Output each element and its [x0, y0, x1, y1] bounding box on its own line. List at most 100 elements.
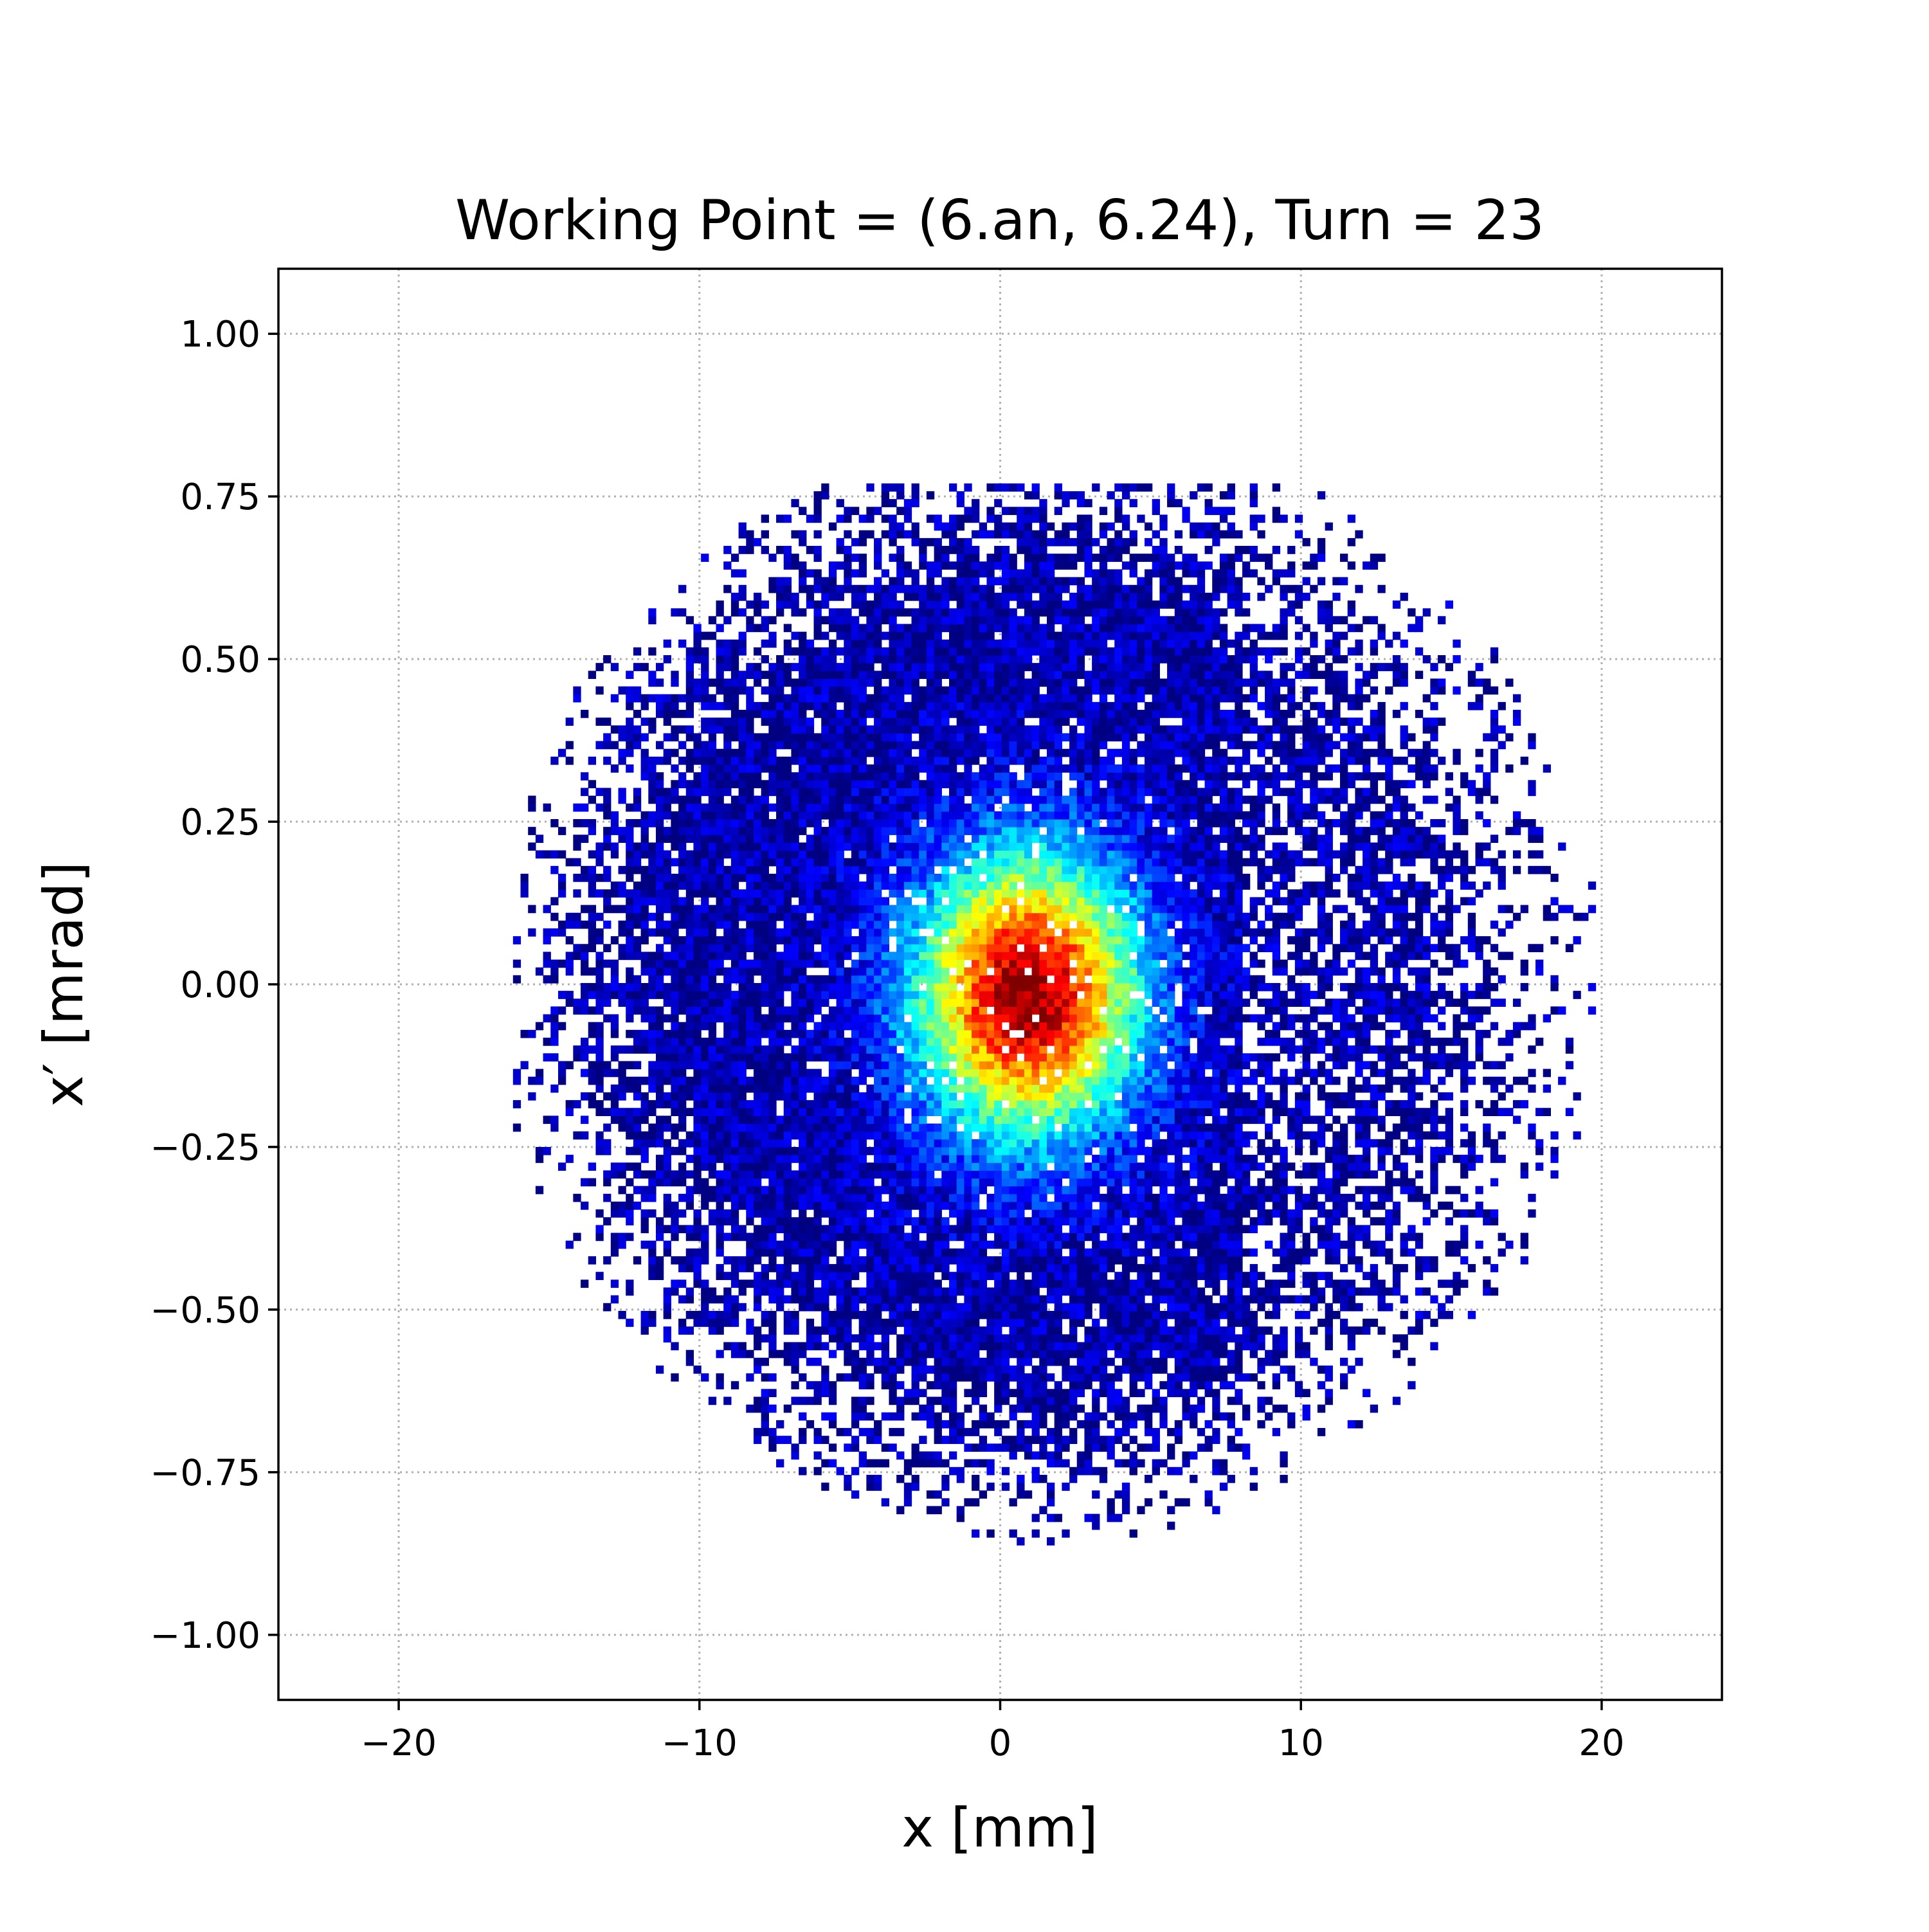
heatmap-cell — [731, 1296, 739, 1304]
heatmap-cell — [791, 702, 799, 710]
heatmap-cell — [919, 546, 927, 554]
heatmap-cell — [889, 1115, 896, 1124]
heatmap-cell — [799, 804, 806, 812]
heatmap-cell — [896, 1069, 904, 1078]
heatmap-cell — [739, 1092, 747, 1101]
heatmap-cell — [927, 757, 934, 765]
heatmap-cell — [761, 600, 769, 609]
heatmap-cell — [814, 1428, 822, 1436]
heatmap-cell — [573, 819, 581, 827]
heatmap-cell — [941, 1108, 949, 1116]
heatmap-cell — [664, 1100, 671, 1108]
heatmap-cell — [912, 1350, 919, 1359]
heatmap-cell — [664, 835, 671, 843]
heatmap-cell — [768, 1061, 776, 1069]
heatmap-cell — [693, 647, 701, 656]
heatmap-cell — [851, 1413, 859, 1421]
heatmap-cell — [573, 694, 581, 703]
heatmap-cell — [588, 944, 596, 952]
heatmap-cell — [896, 640, 904, 648]
heatmap-cell — [626, 741, 633, 750]
heatmap-cell — [904, 1100, 912, 1108]
heatmap-cell — [986, 983, 994, 991]
heatmap-cell — [821, 1342, 829, 1351]
heatmap-cell — [949, 1279, 957, 1288]
heatmap-cell — [882, 1279, 889, 1288]
heatmap-cell — [912, 1186, 919, 1195]
heatmap-cell — [941, 874, 949, 882]
heatmap-cell — [927, 889, 934, 898]
heatmap-cell — [754, 600, 761, 609]
heatmap-cell — [754, 991, 761, 999]
heatmap-cell — [821, 1139, 829, 1148]
heatmap-cell — [641, 1115, 649, 1124]
heatmap-cell — [814, 702, 822, 710]
heatmap-cell — [851, 1085, 859, 1093]
heatmap-cell — [821, 1092, 829, 1101]
heatmap-cell — [566, 952, 574, 960]
heatmap-cell — [896, 1233, 904, 1241]
heatmap-cell — [851, 1108, 859, 1116]
heatmap-cell — [964, 811, 972, 820]
heatmap-cell — [746, 600, 754, 609]
heatmap-cell — [814, 960, 822, 968]
heatmap-cell — [986, 1202, 994, 1210]
heatmap-cell — [791, 1170, 799, 1178]
heatmap-cell — [964, 1459, 972, 1468]
heatmap-cell — [746, 733, 754, 741]
heatmap-cell — [851, 1241, 859, 1249]
heatmap-cell — [896, 1038, 904, 1046]
heatmap-cell — [837, 671, 844, 679]
heatmap-cell — [716, 1124, 724, 1132]
heatmap-cell — [619, 944, 626, 952]
heatmap-cell — [986, 1334, 994, 1342]
heatmap-cell — [731, 952, 739, 960]
heatmap-cell — [941, 1459, 949, 1468]
heatmap-cell — [986, 1030, 994, 1038]
heatmap-cell — [837, 1264, 844, 1272]
heatmap-cell — [806, 975, 814, 984]
heatmap-cell — [904, 1288, 912, 1296]
heatmap-cell — [844, 827, 851, 835]
heatmap-cell — [776, 889, 784, 898]
heatmap-cell — [595, 1225, 603, 1233]
heatmap-cell — [626, 725, 633, 734]
heatmap-cell — [588, 1178, 596, 1187]
heatmap-cell — [874, 1217, 882, 1225]
heatmap-cell — [979, 1249, 987, 1257]
heatmap-cell — [844, 663, 851, 671]
heatmap-cell — [949, 1085, 957, 1093]
heatmap-cell — [626, 1279, 633, 1288]
heatmap-cell — [746, 702, 754, 710]
heatmap-cell — [964, 647, 972, 656]
heatmap-cell — [671, 702, 678, 710]
heatmap-cell — [799, 968, 806, 976]
heatmap-cell — [941, 975, 949, 984]
heatmap-cell — [851, 968, 859, 976]
heatmap-cell — [994, 788, 1002, 796]
heatmap-cell — [829, 1241, 837, 1249]
heatmap-cell — [588, 968, 596, 976]
heatmap-cell — [927, 733, 934, 741]
heatmap-cell — [957, 600, 964, 609]
heatmap-cell — [941, 1202, 949, 1210]
heatmap-cell — [558, 851, 566, 859]
heatmap-cell — [791, 1381, 799, 1389]
heatmap-cell — [671, 827, 678, 835]
heatmap-cell — [859, 1030, 867, 1038]
heatmap-cell — [837, 1030, 844, 1038]
heatmap-cell — [934, 772, 942, 781]
heatmap-cell — [739, 764, 747, 773]
heatmap-cell — [784, 842, 792, 851]
heatmap-cell — [550, 851, 558, 859]
heatmap-cell — [829, 764, 837, 773]
heatmap-cell — [957, 866, 964, 874]
heatmap-cell — [927, 538, 934, 546]
heatmap-cell — [927, 561, 934, 570]
heatmap-cell — [761, 1233, 769, 1241]
heatmap-cell — [896, 819, 904, 827]
heatmap-cell — [701, 835, 709, 843]
heatmap-cell — [701, 1279, 709, 1288]
heatmap-cell — [543, 905, 551, 914]
heatmap-cell — [536, 851, 543, 859]
